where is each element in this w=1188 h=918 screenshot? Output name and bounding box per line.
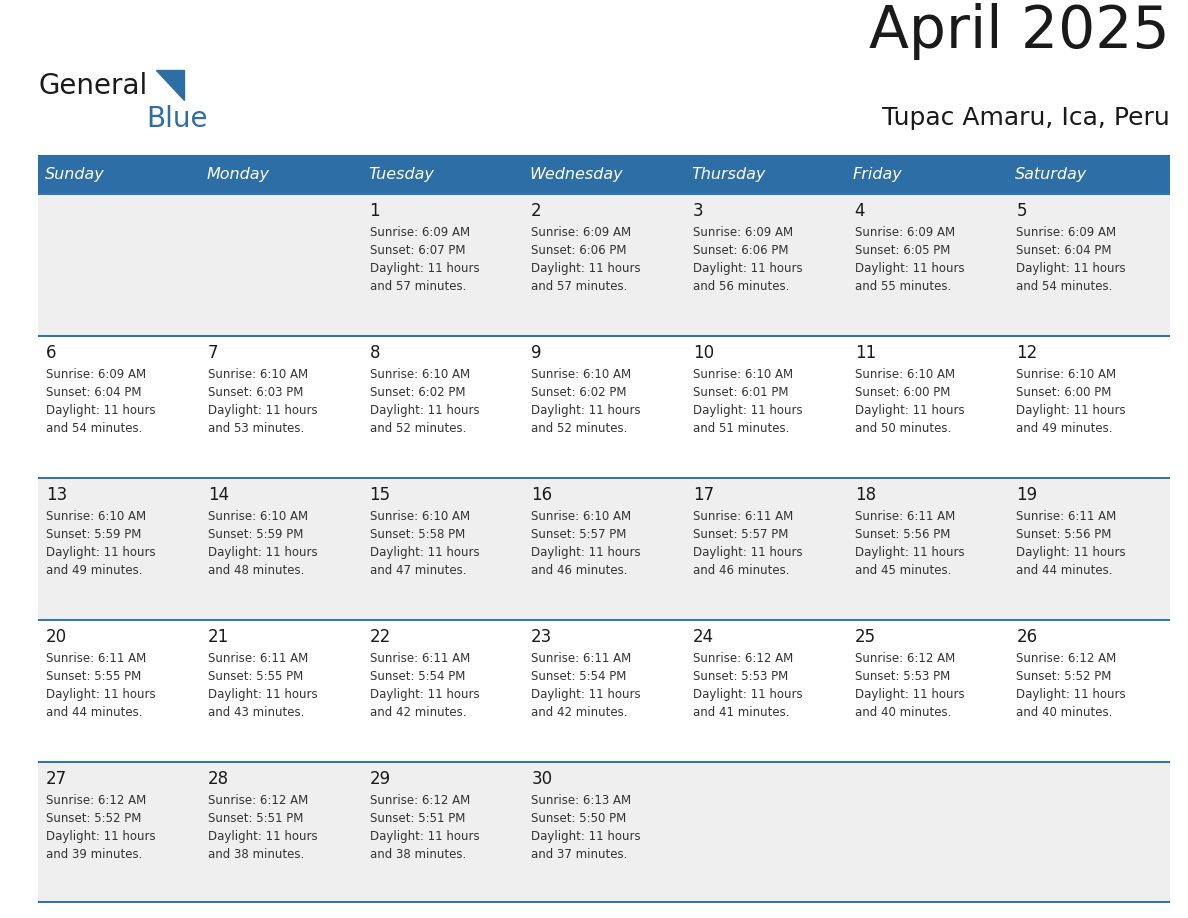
Text: April 2025: April 2025 <box>870 3 1170 60</box>
Text: Tuesday: Tuesday <box>368 166 434 182</box>
Text: 6: 6 <box>46 344 57 362</box>
Text: Monday: Monday <box>207 166 270 182</box>
Text: 2: 2 <box>531 202 542 220</box>
Text: 28: 28 <box>208 770 229 788</box>
Text: Sunrise: 6:10 AM
Sunset: 5:57 PM
Daylight: 11 hours
and 46 minutes.: Sunrise: 6:10 AM Sunset: 5:57 PM Dayligh… <box>531 509 640 577</box>
Text: 5: 5 <box>1017 202 1026 220</box>
Text: 15: 15 <box>369 486 391 504</box>
Text: Saturday: Saturday <box>1015 166 1087 182</box>
Text: 9: 9 <box>531 344 542 362</box>
Text: Tupac Amaru, Ica, Peru: Tupac Amaru, Ica, Peru <box>883 106 1170 130</box>
Text: 24: 24 <box>693 628 714 646</box>
Text: Sunrise: 6:11 AM
Sunset: 5:57 PM
Daylight: 11 hours
and 46 minutes.: Sunrise: 6:11 AM Sunset: 5:57 PM Dayligh… <box>693 509 803 577</box>
Text: 22: 22 <box>369 628 391 646</box>
Text: Sunrise: 6:12 AM
Sunset: 5:52 PM
Daylight: 11 hours
and 39 minutes.: Sunrise: 6:12 AM Sunset: 5:52 PM Dayligh… <box>46 794 156 861</box>
Text: Sunrise: 6:12 AM
Sunset: 5:51 PM
Daylight: 11 hours
and 38 minutes.: Sunrise: 6:12 AM Sunset: 5:51 PM Dayligh… <box>208 794 317 861</box>
Text: Sunrise: 6:11 AM
Sunset: 5:54 PM
Daylight: 11 hours
and 42 minutes.: Sunrise: 6:11 AM Sunset: 5:54 PM Dayligh… <box>369 652 479 719</box>
Text: 25: 25 <box>854 628 876 646</box>
Text: Sunrise: 6:12 AM
Sunset: 5:53 PM
Daylight: 11 hours
and 41 minutes.: Sunrise: 6:12 AM Sunset: 5:53 PM Dayligh… <box>693 652 803 719</box>
Text: Friday: Friday <box>853 166 903 182</box>
Text: Sunrise: 6:12 AM
Sunset: 5:52 PM
Daylight: 11 hours
and 40 minutes.: Sunrise: 6:12 AM Sunset: 5:52 PM Dayligh… <box>1017 652 1126 719</box>
Text: 18: 18 <box>854 486 876 504</box>
Text: 29: 29 <box>369 770 391 788</box>
Text: 27: 27 <box>46 770 68 788</box>
Text: 14: 14 <box>208 486 229 504</box>
Text: Thursday: Thursday <box>691 166 766 182</box>
Text: Sunrise: 6:11 AM
Sunset: 5:56 PM
Daylight: 11 hours
and 44 minutes.: Sunrise: 6:11 AM Sunset: 5:56 PM Dayligh… <box>1017 509 1126 577</box>
Text: 11: 11 <box>854 344 876 362</box>
Text: 3: 3 <box>693 202 703 220</box>
Text: 13: 13 <box>46 486 68 504</box>
Text: 26: 26 <box>1017 628 1037 646</box>
Text: Sunday: Sunday <box>44 166 105 182</box>
Text: General: General <box>38 72 147 100</box>
Text: Sunrise: 6:10 AM
Sunset: 5:59 PM
Daylight: 11 hours
and 49 minutes.: Sunrise: 6:10 AM Sunset: 5:59 PM Dayligh… <box>46 509 156 577</box>
Text: Sunrise: 6:10 AM
Sunset: 6:00 PM
Daylight: 11 hours
and 50 minutes.: Sunrise: 6:10 AM Sunset: 6:00 PM Dayligh… <box>854 368 965 435</box>
Text: Sunrise: 6:10 AM
Sunset: 6:02 PM
Daylight: 11 hours
and 52 minutes.: Sunrise: 6:10 AM Sunset: 6:02 PM Dayligh… <box>369 368 479 435</box>
Text: Blue: Blue <box>146 105 208 133</box>
Text: Wednesday: Wednesday <box>530 166 624 182</box>
Text: 23: 23 <box>531 628 552 646</box>
Text: Sunrise: 6:09 AM
Sunset: 6:04 PM
Daylight: 11 hours
and 54 minutes.: Sunrise: 6:09 AM Sunset: 6:04 PM Dayligh… <box>1017 226 1126 293</box>
Text: Sunrise: 6:09 AM
Sunset: 6:06 PM
Daylight: 11 hours
and 56 minutes.: Sunrise: 6:09 AM Sunset: 6:06 PM Dayligh… <box>693 226 803 293</box>
Text: Sunrise: 6:13 AM
Sunset: 5:50 PM
Daylight: 11 hours
and 37 minutes.: Sunrise: 6:13 AM Sunset: 5:50 PM Dayligh… <box>531 794 640 861</box>
Text: Sunrise: 6:11 AM
Sunset: 5:56 PM
Daylight: 11 hours
and 45 minutes.: Sunrise: 6:11 AM Sunset: 5:56 PM Dayligh… <box>854 509 965 577</box>
Text: Sunrise: 6:09 AM
Sunset: 6:04 PM
Daylight: 11 hours
and 54 minutes.: Sunrise: 6:09 AM Sunset: 6:04 PM Dayligh… <box>46 368 156 435</box>
Text: Sunrise: 6:11 AM
Sunset: 5:55 PM
Daylight: 11 hours
and 44 minutes.: Sunrise: 6:11 AM Sunset: 5:55 PM Dayligh… <box>46 652 156 719</box>
Text: 7: 7 <box>208 344 219 362</box>
Text: 19: 19 <box>1017 486 1037 504</box>
Text: Sunrise: 6:12 AM
Sunset: 5:53 PM
Daylight: 11 hours
and 40 minutes.: Sunrise: 6:12 AM Sunset: 5:53 PM Dayligh… <box>854 652 965 719</box>
Text: Sunrise: 6:09 AM
Sunset: 6:05 PM
Daylight: 11 hours
and 55 minutes.: Sunrise: 6:09 AM Sunset: 6:05 PM Dayligh… <box>854 226 965 293</box>
Text: Sunrise: 6:09 AM
Sunset: 6:06 PM
Daylight: 11 hours
and 57 minutes.: Sunrise: 6:09 AM Sunset: 6:06 PM Dayligh… <box>531 226 640 293</box>
Text: 21: 21 <box>208 628 229 646</box>
Text: 20: 20 <box>46 628 68 646</box>
Text: 16: 16 <box>531 486 552 504</box>
Text: 4: 4 <box>854 202 865 220</box>
Text: 10: 10 <box>693 344 714 362</box>
Text: 12: 12 <box>1017 344 1037 362</box>
Text: Sunrise: 6:10 AM
Sunset: 5:59 PM
Daylight: 11 hours
and 48 minutes.: Sunrise: 6:10 AM Sunset: 5:59 PM Dayligh… <box>208 509 317 577</box>
Text: 1: 1 <box>369 202 380 220</box>
Text: Sunrise: 6:10 AM
Sunset: 6:01 PM
Daylight: 11 hours
and 51 minutes.: Sunrise: 6:10 AM Sunset: 6:01 PM Dayligh… <box>693 368 803 435</box>
Text: Sunrise: 6:11 AM
Sunset: 5:55 PM
Daylight: 11 hours
and 43 minutes.: Sunrise: 6:11 AM Sunset: 5:55 PM Dayligh… <box>208 652 317 719</box>
Text: Sunrise: 6:09 AM
Sunset: 6:07 PM
Daylight: 11 hours
and 57 minutes.: Sunrise: 6:09 AM Sunset: 6:07 PM Dayligh… <box>369 226 479 293</box>
Text: Sunrise: 6:11 AM
Sunset: 5:54 PM
Daylight: 11 hours
and 42 minutes.: Sunrise: 6:11 AM Sunset: 5:54 PM Dayligh… <box>531 652 640 719</box>
Text: Sunrise: 6:10 AM
Sunset: 6:00 PM
Daylight: 11 hours
and 49 minutes.: Sunrise: 6:10 AM Sunset: 6:00 PM Dayligh… <box>1017 368 1126 435</box>
Text: 30: 30 <box>531 770 552 788</box>
Text: 8: 8 <box>369 344 380 362</box>
Text: Sunrise: 6:10 AM
Sunset: 6:02 PM
Daylight: 11 hours
and 52 minutes.: Sunrise: 6:10 AM Sunset: 6:02 PM Dayligh… <box>531 368 640 435</box>
Text: Sunrise: 6:12 AM
Sunset: 5:51 PM
Daylight: 11 hours
and 38 minutes.: Sunrise: 6:12 AM Sunset: 5:51 PM Dayligh… <box>369 794 479 861</box>
Text: 17: 17 <box>693 486 714 504</box>
Text: Sunrise: 6:10 AM
Sunset: 6:03 PM
Daylight: 11 hours
and 53 minutes.: Sunrise: 6:10 AM Sunset: 6:03 PM Dayligh… <box>208 368 317 435</box>
Text: Sunrise: 6:10 AM
Sunset: 5:58 PM
Daylight: 11 hours
and 47 minutes.: Sunrise: 6:10 AM Sunset: 5:58 PM Dayligh… <box>369 509 479 577</box>
